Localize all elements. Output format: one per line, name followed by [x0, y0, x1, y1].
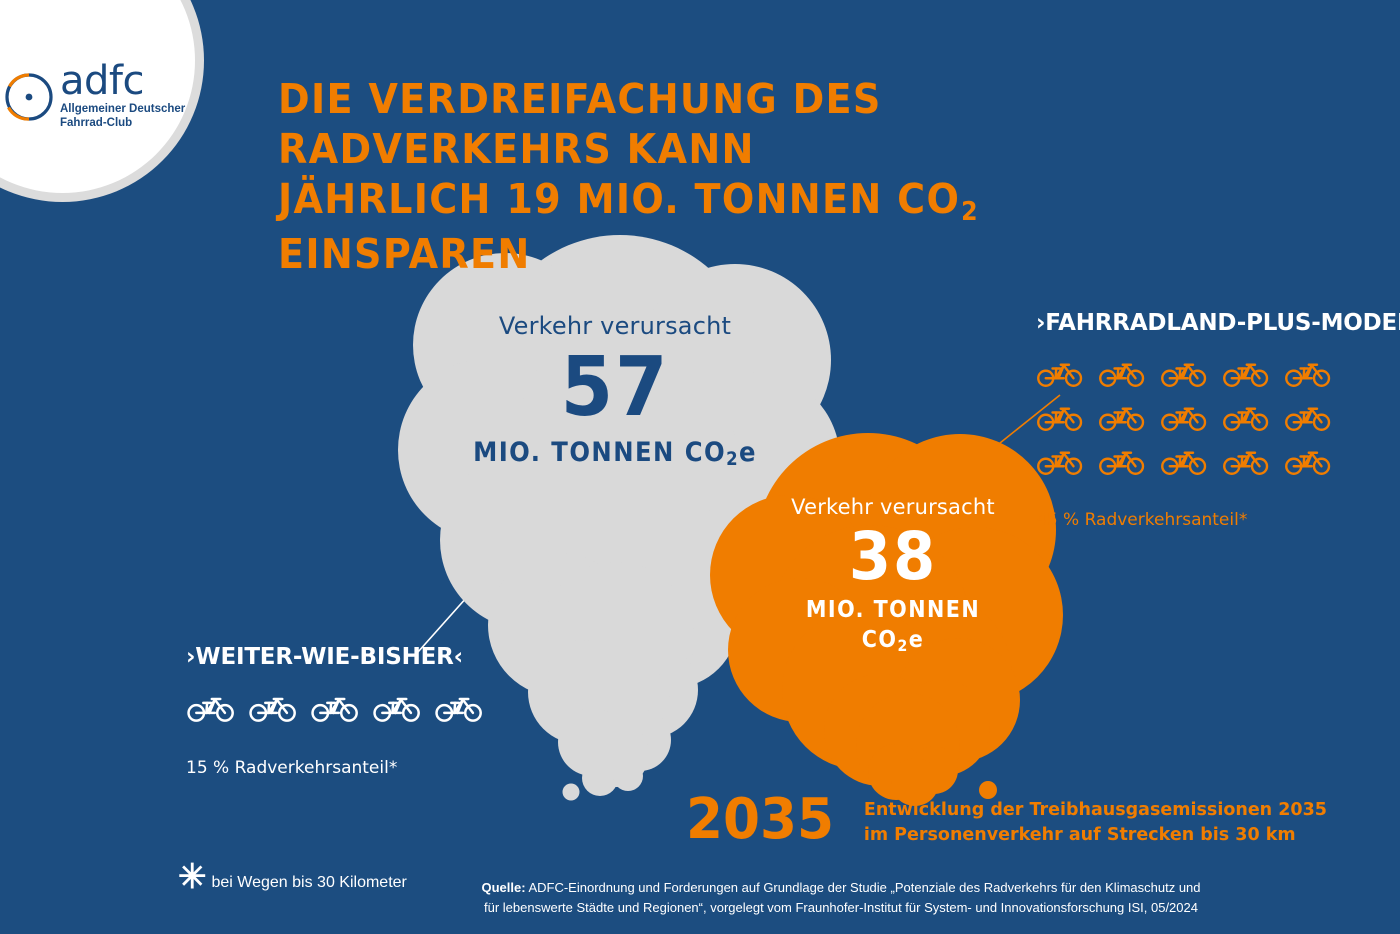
scenario-right-share: 45 % Radverkehrsanteil* [1036, 510, 1248, 530]
asterisk-icon: ✳ [178, 858, 207, 896]
year-description-line-1: Entwicklung der Treibhausgasemissionen 2… [863, 800, 1327, 820]
footnote: ✳ bei Wegen bis 30 Kilometer [178, 858, 407, 896]
adfc-wheel-icon [4, 72, 54, 122]
source-note: Quelle: ADFC-Einordnung und Forderungen … [476, 878, 1206, 917]
bicycle-icon [1222, 402, 1284, 446]
scenario-fahrradland-plus-modell: ›FAHRRADLAND-PLUS-MODELL‹ 45 % Radverkeh… [1036, 310, 1400, 530]
cloud-orange-unit-pre: MIO. TONNEN CO [805, 597, 981, 653]
page-title: DIE VERDREIFACHUNG DES RADVERKEHRS KANN … [278, 74, 1096, 279]
year-block: 2035 Entwicklung der Treibhausgasemissio… [686, 787, 1327, 852]
scenario-weiter-wie-bisher: ›WEITER-WIE-BISHER‹ 15 % Radverkehrsante… [186, 644, 498, 778]
bicycle-icon [372, 692, 434, 738]
scenario-left-title: ›WEITER-WIE-BISHER‹ [186, 644, 463, 670]
bicycle-icon [1160, 446, 1222, 490]
bicycle-icon [1036, 402, 1098, 446]
bicycle-icon [1284, 446, 1346, 490]
bicycle-icon [186, 692, 248, 738]
cloud-gray-unit-post: e [739, 437, 757, 468]
scenario-left-bike-grid [186, 692, 498, 738]
bicycle-icon [1098, 402, 1160, 446]
cloud-gray-unit: MIO. TONNEN CO2e [471, 436, 759, 473]
cloud-gray-unit-sub: 2 [726, 449, 740, 470]
headline-line-2: JÄHRLICH 19 MIO. TONNEN CO2 EINSPAREN [278, 174, 1096, 279]
bicycle-icon [1160, 402, 1222, 446]
cloud-orange-unit: MIO. TONNEN CO2e [772, 595, 1015, 657]
bicycle-icon [1098, 358, 1160, 402]
bicycle-icon [310, 692, 372, 738]
year-description: Entwicklung der Treibhausgasemissionen 2… [864, 793, 1327, 848]
cloud-orange-caption: Verkehr verursacht [791, 495, 995, 519]
cloud-gray-content: Verkehr verursacht 57 MIO. TONNEN CO2e [455, 312, 775, 473]
headline-line-1: DIE VERDREIFACHUNG DES RADVERKEHRS KANN [278, 75, 882, 173]
bicycle-icon [1284, 358, 1346, 402]
cloud-orange-content: Verkehr verursacht 38 MIO. TONNEN CO2e [758, 495, 1028, 657]
cloud-orange-value: 38 [848, 518, 938, 595]
cloud-orange-unit-sub: 2 [897, 636, 909, 655]
logo-subline-2: Fahrrad-Club [60, 117, 133, 129]
scenario-right-bike-grid [1036, 358, 1346, 490]
scenario-left-share: 15 % Radverkehrsanteil* [186, 758, 398, 778]
bicycle-icon [1036, 446, 1098, 490]
cloud-gray-caption: Verkehr verursacht [498, 312, 732, 340]
headline-line-2-pre: JÄHRLICH 19 MIO. TONNEN CO [278, 175, 961, 223]
bicycle-icon [1222, 446, 1284, 490]
cloud-gray-value: 57 [560, 340, 670, 435]
bicycle-icon [434, 692, 496, 738]
bicycle-icon [1222, 358, 1284, 402]
headline-line-2-post: EINSPAREN [278, 230, 531, 278]
cloud-orange-unit-post: e [908, 627, 925, 653]
logo-subline-1: Allgemeiner Deutscher [60, 103, 186, 115]
year-label: 2035 [686, 787, 835, 852]
footnote-text: bei Wegen bis 30 Kilometer [211, 874, 407, 891]
cloud-gray-unit-pre: MIO. TONNEN CO [473, 437, 727, 468]
source-label: Quelle: [481, 880, 526, 895]
bicycle-icon [1160, 358, 1222, 402]
scenario-right-title: ›FAHRRADLAND-PLUS-MODELL‹ [1036, 310, 1400, 336]
headline-co2-subscript: 2 [961, 196, 979, 226]
year-description-line-2: im Personenverkehr auf Strecken bis 30 k… [863, 825, 1296, 845]
bicycle-icon [1284, 402, 1346, 446]
logo-wordmark: adfc [60, 58, 144, 104]
bicycle-icon [248, 692, 310, 738]
leader-line-left [417, 559, 501, 653]
bicycle-icon [1036, 358, 1098, 402]
bicycle-icon [1098, 446, 1160, 490]
adfc-logo-badge: adfc Allgemeiner Deutscher Fahrrad-Club [0, 0, 195, 193]
source-text: ADFC-Einordnung und Forderungen auf Grun… [484, 880, 1201, 915]
